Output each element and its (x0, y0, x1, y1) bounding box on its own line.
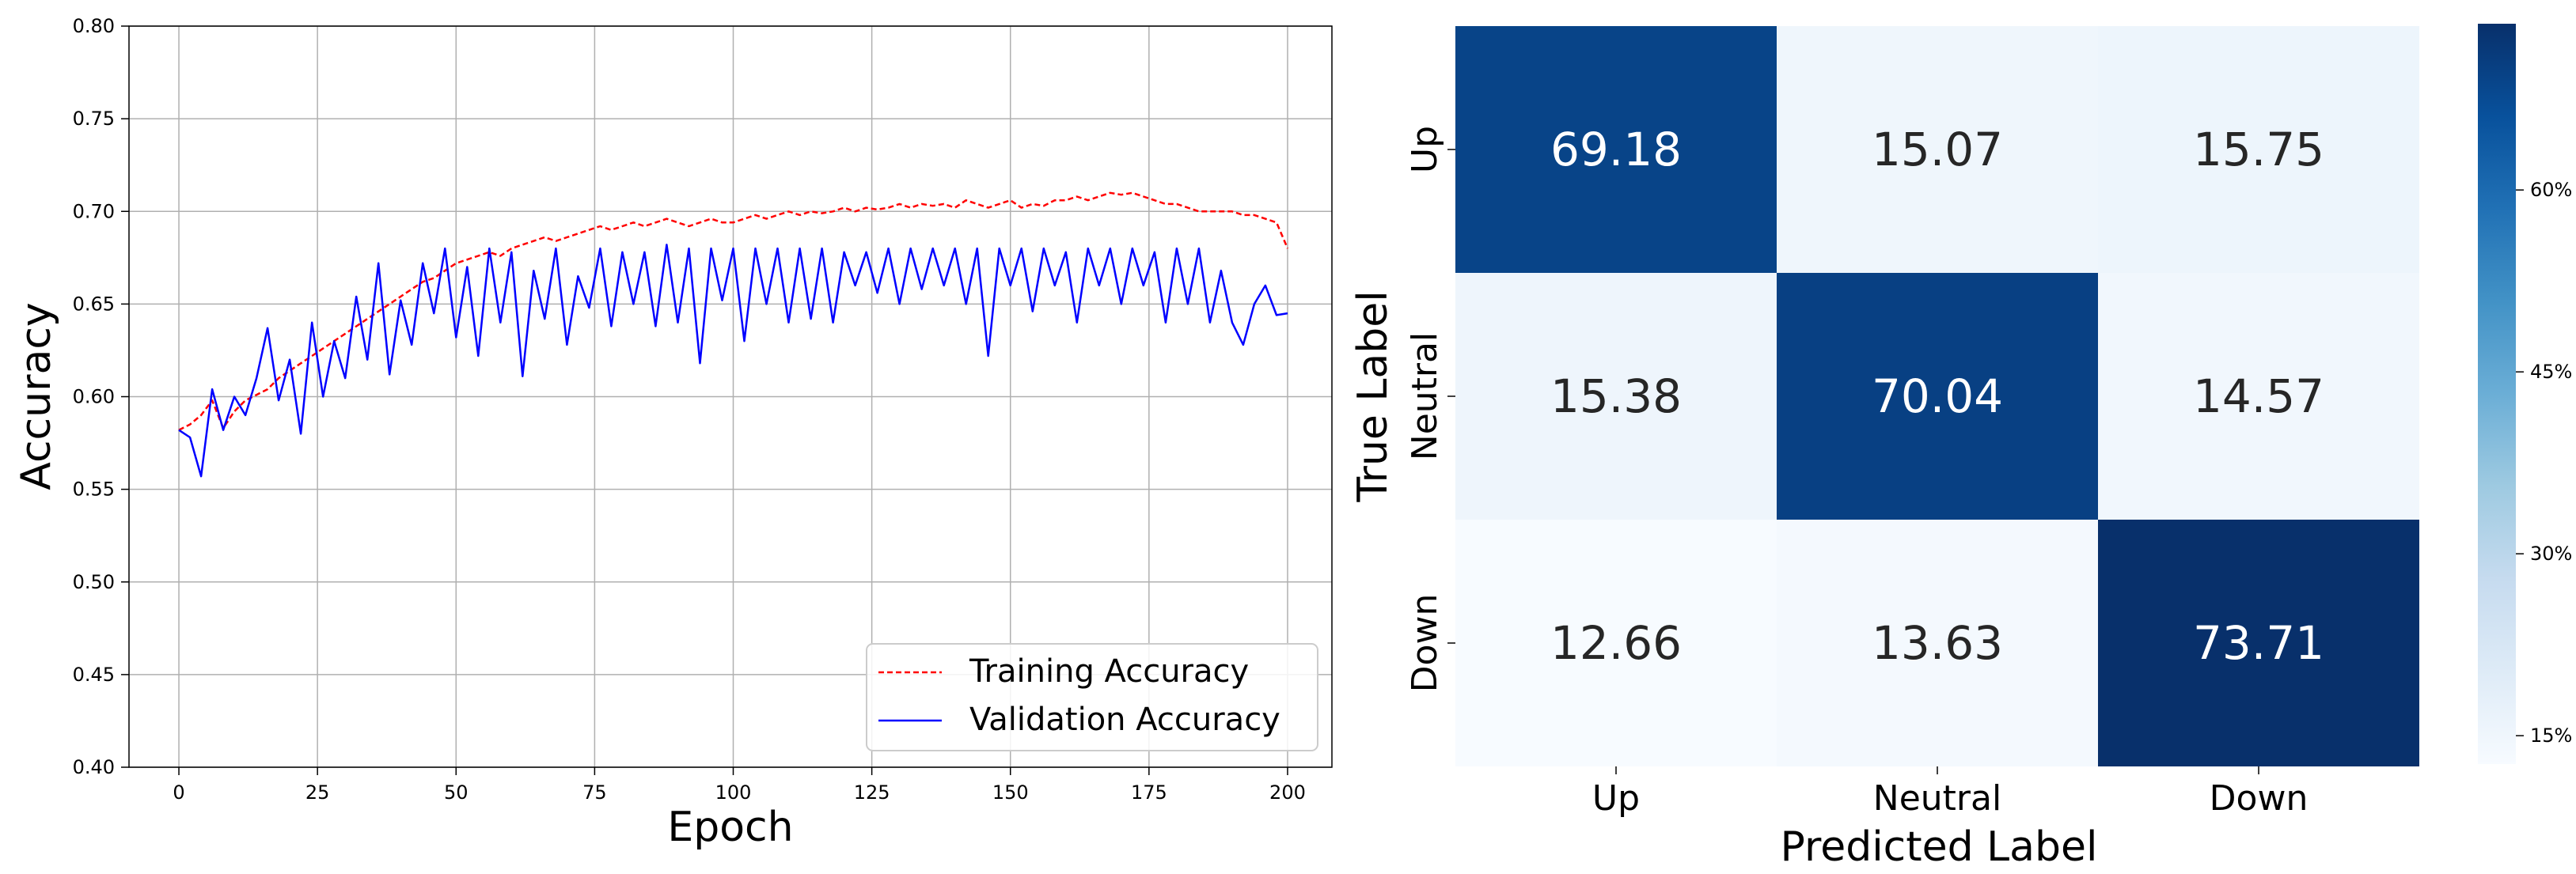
heatmap-cell-value: 14.57 (2193, 369, 2324, 423)
colorbar-gradient (2478, 24, 2516, 764)
heatmap-y-tick-label: Down (1405, 594, 1445, 693)
heatmap-x-tick-label: Neutral (1873, 778, 2001, 819)
x-tick-label: 0 (173, 781, 184, 804)
legend-label-training: Training Accuracy (969, 653, 1249, 690)
heatmap-x-tick-label: Up (1592, 778, 1640, 819)
heatmap-colorbar: 15% 30% 45% 60% (2478, 24, 2572, 764)
x-tick-label: 100 (715, 781, 752, 804)
colorbar-ticks: 15% 30% 45% 60% (2516, 179, 2572, 747)
line-chart-x-ticks: 0 25 50 75 100 125 150 175 200 (173, 767, 1306, 804)
heatmap-y-tick-label: Neutral (1405, 332, 1445, 460)
heatmap-cell (2098, 273, 2419, 520)
x-tick-label: 125 (854, 781, 890, 804)
line-chart-y-ticks: 0.40 0.45 0.50 0.55 0.60 0.65 0.70 0.75 0.80 (73, 15, 129, 778)
x-tick-label: 150 (992, 781, 1029, 804)
heatmap-y-ticks: Up Neutral Down (1405, 126, 1455, 692)
heatmap-cell (1777, 26, 2098, 273)
x-tick-label: 50 (444, 781, 469, 804)
accuracy-line-chart: 0 25 50 75 100 125 150 175 200 0.400.450.500.550… (13, 15, 1333, 851)
heatmap-cell-value: 12.66 (1550, 616, 1682, 670)
heatmap-cell (1455, 26, 1777, 273)
heatmap-cell-value: 70.04 (1872, 369, 2003, 423)
heatmap-cell-value: 15.07 (1872, 123, 2003, 176)
heatmap-y-axis-label: True Label (1349, 290, 1397, 502)
heatmap-x-ticks: Up Neutral Down (1592, 766, 2308, 819)
heatmap-y-tick-label: Up (1405, 126, 1445, 173)
colorbar-tick-label: 15% (2530, 725, 2572, 747)
heatmap-cell (1777, 520, 2098, 766)
heatmap-cell-value: 13.63 (1872, 616, 2003, 670)
heatmap-cell (2098, 26, 2419, 273)
heatmap-x-tick-label: Down (2210, 778, 2309, 819)
y-tick-label: 0.45 (73, 664, 115, 686)
heatmap-cells: 69.18 15.07 15.75 15.38 70.04 14.57 12.66 13.63… (1455, 26, 2419, 766)
y-tick-label: 0.50 (73, 571, 115, 593)
heatmap-cell-value: 73.71 (2193, 616, 2324, 670)
x-tick-label: 25 (305, 781, 330, 804)
heatmap-cell-value: 15.38 (1550, 369, 1682, 423)
heatmap-cell (2098, 520, 2419, 766)
colorbar-tick-label: 45% (2530, 361, 2572, 383)
line-chart-y-axis-label: Accuracy (13, 302, 60, 490)
training-accuracy-line (178, 191, 1289, 431)
validation-accuracy-line (178, 244, 1288, 478)
colorbar-tick-label: 30% (2530, 543, 2572, 565)
line-chart-series (178, 191, 1289, 478)
y-tick-label: 0.60 (73, 386, 115, 408)
y-tick-label: 0.55 (73, 479, 115, 501)
y-tick-label: 0.65 (73, 293, 115, 315)
heatmap-x-axis-label: Predicted Label (1781, 823, 2098, 871)
heatmap-cell (1455, 273, 1777, 520)
heatmap-cell (1777, 273, 2098, 520)
x-tick-label: 75 (582, 781, 607, 804)
legend-box (866, 643, 1318, 751)
line-chart-legend: Training Accuracy Validation Accuracy (866, 643, 1318, 751)
line-chart-x-axis-label: Epoch (667, 804, 793, 851)
y-tick-label: 0.75 (73, 108, 115, 130)
confusion-matrix-heatmap: 69.18 15.07 15.75 15.38 70.04 14.57 12.66 13.63… (1349, 24, 2572, 871)
y-tick-label: 0.40 (73, 756, 115, 778)
colorbar-tick-label: 60% (2530, 179, 2572, 201)
y-tick-label: 0.70 (73, 200, 115, 222)
y-tick-label: 0.80 (73, 15, 115, 37)
heatmap-cell-value: 69.18 (1550, 123, 1682, 176)
legend-label-validation: Validation Accuracy (969, 702, 1280, 738)
x-tick-label: 175 (1131, 781, 1167, 804)
heatmap-cell (1455, 520, 1777, 766)
x-tick-label: 200 (1269, 781, 1306, 804)
heatmap-cell-value: 15.75 (2193, 123, 2324, 176)
